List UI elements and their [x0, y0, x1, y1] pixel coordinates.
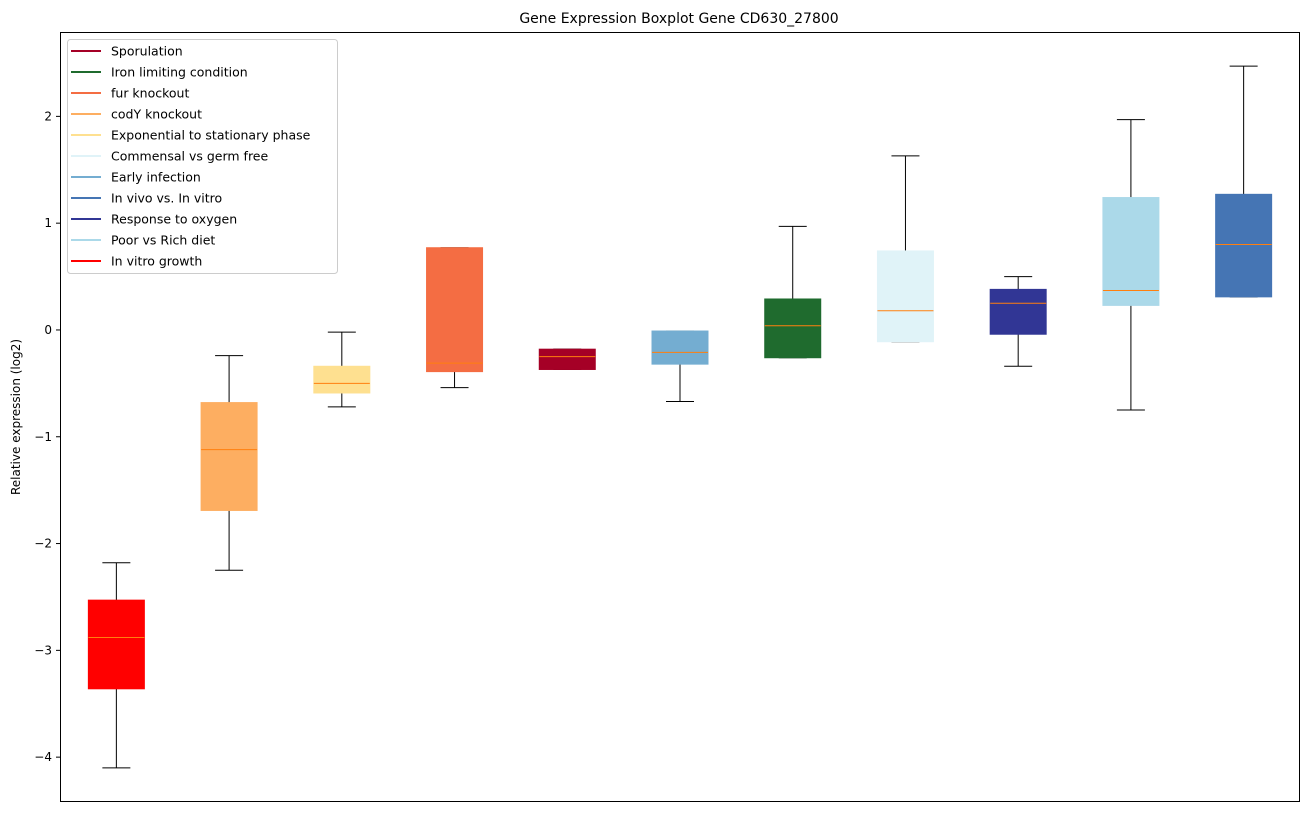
plot-frame [60, 32, 1300, 802]
box-iqr [876, 250, 934, 343]
legend-box [67, 39, 338, 274]
y-tick-label: 2 [44, 109, 52, 123]
legend-label: Early infection [111, 170, 201, 185]
box-iron-limiting-condition [764, 225, 822, 359]
y-tick-label: −4 [34, 750, 52, 764]
legend-label: codY knockout [111, 107, 202, 122]
legend-label: Response to oxygen [111, 212, 237, 227]
chart-title: Gene Expression Boxplot Gene CD630_27800 [519, 11, 838, 27]
box-in-vivo-vs-in-vitro [1215, 65, 1273, 298]
y-tick-label: −2 [34, 537, 52, 551]
box-iqr [764, 298, 822, 359]
box-poor-vs-rich-diet [1102, 119, 1160, 411]
legend-label: fur knockout [111, 86, 189, 101]
legend-label: Poor vs Rich diet [111, 233, 215, 248]
y-tick-label: 0 [44, 323, 52, 337]
box-in-vitro-growth [87, 562, 145, 769]
box-early-infection [651, 330, 709, 403]
legend-label: In vitro growth [111, 254, 202, 269]
legend-label: Sporulation [111, 44, 183, 59]
legend-label: Iron limiting condition [111, 65, 248, 80]
box-iqr [87, 599, 145, 690]
y-tick-label: 1 [44, 216, 52, 230]
box-commensal-vs-germ-free [876, 155, 934, 343]
box-iqr [426, 247, 484, 373]
box-iqr [1215, 193, 1273, 298]
box-iqr [989, 288, 1047, 335]
box-iqr [200, 402, 258, 511]
legend: Sporulation Iron limiting condition fur kn… [67, 39, 338, 274]
box-iqr [1102, 197, 1160, 306]
legend-label: Exponential to stationary phase [111, 128, 311, 143]
y-tick-label: −3 [34, 643, 52, 657]
box-cody-knockout [200, 355, 258, 571]
legend-label: Commensal vs germ free [111, 149, 268, 164]
box-iqr [313, 365, 371, 394]
box-response-to-oxygen [989, 276, 1047, 367]
y-tick-label: −1 [34, 430, 52, 444]
box-exponential-to-stationary-phase [313, 331, 371, 408]
y-axis-label: Relative expression (log2) [9, 339, 23, 495]
box-fur-knockout [426, 247, 484, 389]
box-iqr [538, 348, 596, 370]
legend-label: In vivo vs. In vitro [111, 191, 222, 206]
box-iqr [651, 330, 709, 365]
box-sporulation [538, 348, 596, 370]
